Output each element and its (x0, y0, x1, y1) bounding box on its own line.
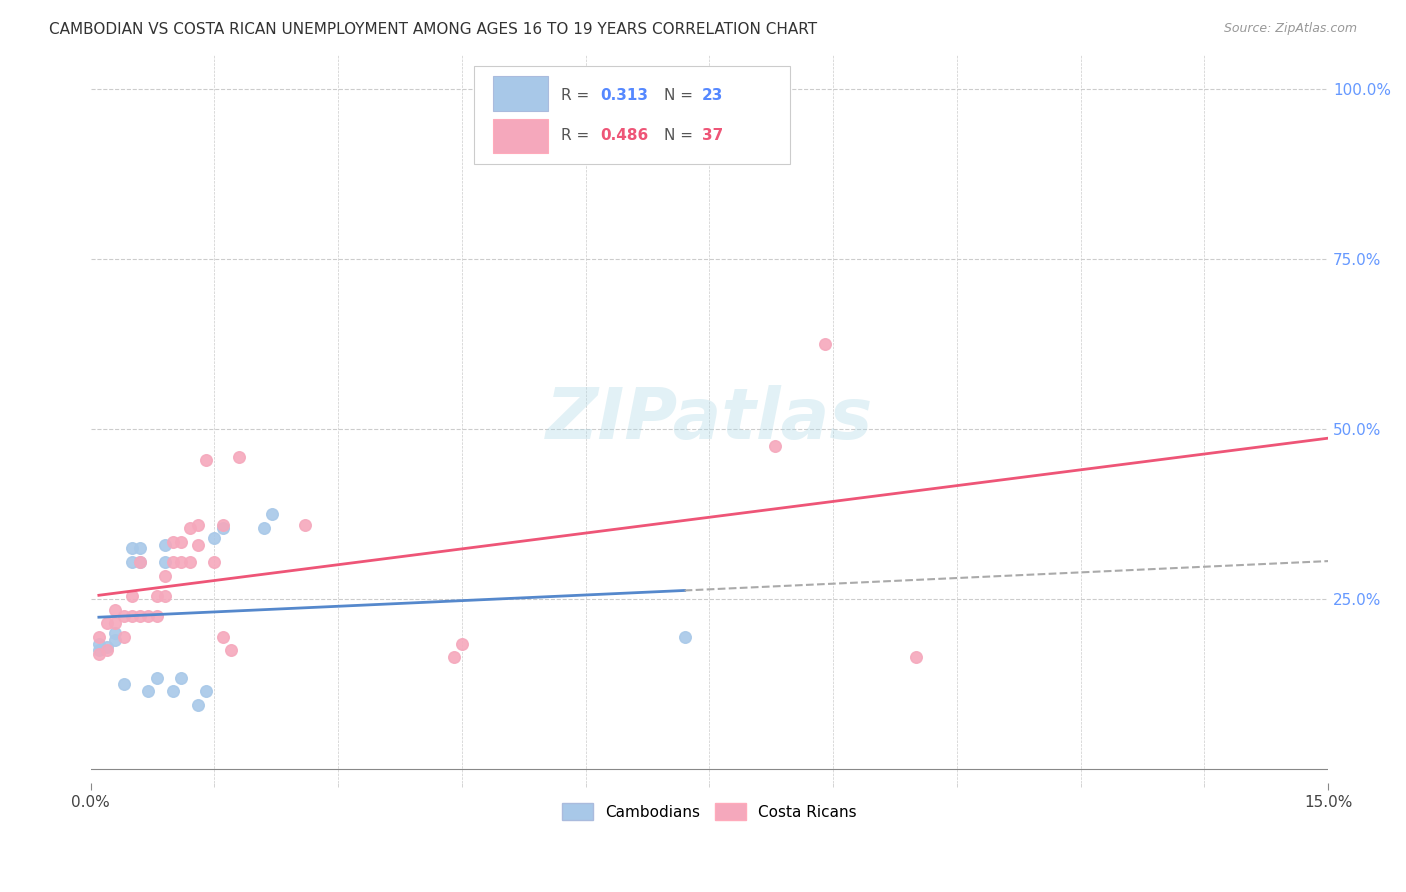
Point (121, 555, 143, 569)
Text: ZIPatlas: ZIPatlas (546, 384, 873, 454)
Point (262, 508, 284, 522)
Point (129, 609, 152, 624)
Point (187, 517, 209, 532)
FancyBboxPatch shape (494, 119, 548, 153)
Point (96, 640, 118, 654)
Point (104, 602, 127, 616)
Point (145, 589, 167, 603)
Point (112, 630, 135, 644)
Point (112, 609, 135, 624)
Point (104, 616, 127, 631)
Point (145, 609, 167, 624)
Point (162, 555, 184, 569)
Point (211, 630, 233, 644)
Text: 37: 37 (702, 128, 723, 143)
Point (138, 609, 160, 624)
Point (294, 517, 316, 532)
Text: R =: R = (561, 128, 593, 143)
Point (170, 555, 193, 569)
Point (195, 453, 218, 467)
Text: R =: R = (561, 87, 593, 103)
Point (104, 633, 127, 648)
Point (904, 650, 927, 665)
Point (96, 616, 118, 631)
Point (112, 677, 135, 691)
Point (153, 589, 176, 603)
Text: N =: N = (664, 128, 697, 143)
Point (121, 609, 143, 624)
Point (153, 555, 176, 569)
Text: 23: 23 (702, 87, 723, 103)
Point (170, 534, 193, 549)
Point (443, 650, 465, 665)
Point (121, 541, 143, 556)
Point (87, 630, 110, 644)
Text: N =: N = (664, 87, 697, 103)
Point (202, 531, 225, 545)
Point (219, 643, 242, 657)
Point (179, 521, 201, 535)
FancyBboxPatch shape (494, 76, 548, 111)
Point (673, 630, 696, 644)
Point (451, 637, 474, 651)
Point (162, 534, 184, 549)
Point (202, 555, 225, 569)
Point (228, 450, 250, 464)
Point (195, 684, 218, 698)
Text: Source: ZipAtlas.com: Source: ZipAtlas.com (1223, 22, 1357, 36)
Text: 0.486: 0.486 (600, 128, 648, 143)
Point (121, 589, 143, 603)
Text: 0.313: 0.313 (600, 87, 648, 103)
Point (87, 643, 110, 657)
Point (153, 538, 176, 552)
FancyBboxPatch shape (474, 66, 790, 164)
Point (253, 521, 276, 535)
Point (187, 538, 209, 552)
Point (162, 684, 184, 698)
Point (763, 439, 786, 453)
Point (138, 684, 160, 698)
Point (87, 647, 110, 661)
Point (145, 671, 167, 685)
Point (211, 521, 233, 535)
Point (96, 643, 118, 657)
Point (814, 337, 837, 351)
Point (129, 555, 152, 569)
Point (153, 568, 176, 582)
Point (179, 555, 201, 569)
Point (170, 671, 193, 685)
Point (211, 517, 233, 532)
Point (187, 698, 209, 712)
Legend: Cambodians, Costa Ricans: Cambodians, Costa Ricans (555, 797, 863, 826)
Point (104, 626, 127, 640)
Text: CAMBODIAN VS COSTA RICAN UNEMPLOYMENT AMONG AGES 16 TO 19 YEARS CORRELATION CHAR: CAMBODIAN VS COSTA RICAN UNEMPLOYMENT AM… (49, 22, 817, 37)
Point (129, 555, 152, 569)
Point (129, 541, 152, 556)
Point (87, 637, 110, 651)
